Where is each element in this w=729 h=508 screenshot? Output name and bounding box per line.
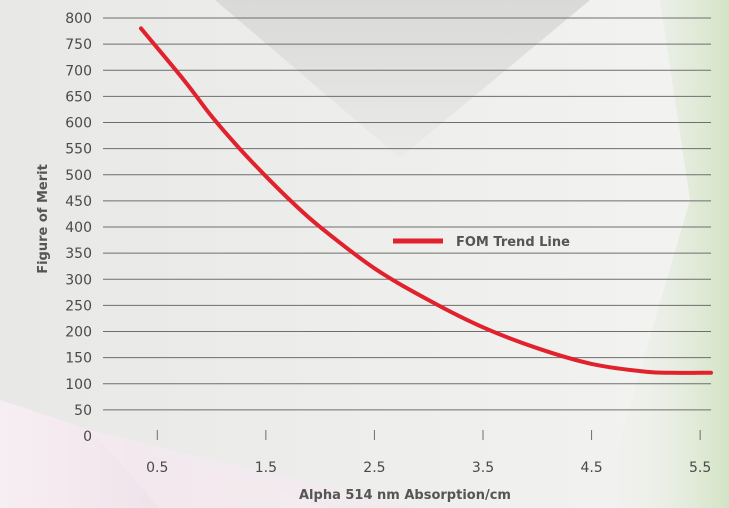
y-tick-label: 600 bbox=[65, 116, 92, 132]
x-tick-label: 3.5 bbox=[472, 460, 494, 476]
x-axis-label: Alpha 514 nm Absorption/cm bbox=[299, 488, 511, 503]
y-tick-label: 550 bbox=[65, 142, 92, 158]
x-tick-label: 0.5 bbox=[146, 460, 168, 476]
legend: FOM Trend Line bbox=[393, 235, 570, 250]
y-tick-label: 400 bbox=[65, 220, 92, 236]
y-tick-label: 100 bbox=[65, 377, 92, 393]
series-layer bbox=[139, 26, 713, 375]
grid-lines bbox=[103, 17, 711, 440]
y-tick-label: 750 bbox=[65, 37, 92, 53]
x-tick-label: 5.5 bbox=[689, 460, 711, 476]
y-tick-label: 650 bbox=[65, 89, 92, 105]
y-tick-label: 300 bbox=[65, 272, 92, 288]
y-tick-label: 500 bbox=[65, 168, 92, 184]
y-tick-label: 350 bbox=[65, 246, 92, 262]
y-tick-label: 800 bbox=[65, 11, 92, 27]
x-tick-label: 4.5 bbox=[580, 460, 602, 476]
y-tick-label: 700 bbox=[65, 63, 92, 79]
y-tick-label: 150 bbox=[65, 351, 92, 367]
y-tick-label: 250 bbox=[65, 298, 92, 314]
y-tick-label: 450 bbox=[65, 194, 92, 210]
y-tick-labels: 0 50 100 150 200 250 300 350 400 450 500 550 600 650 7… bbox=[65, 11, 92, 445]
x-tick-labels: 0.5 1.5 2.5 3.5 4.5 5.5 bbox=[146, 460, 711, 476]
y-tick-label: 0 bbox=[83, 429, 92, 445]
series-line-fom-trend bbox=[139, 26, 713, 375]
legend-label: FOM Trend Line bbox=[456, 235, 570, 250]
x-tick-label: 2.5 bbox=[363, 460, 385, 476]
y-axis-label: Figure of Merit bbox=[36, 164, 51, 274]
x-tick-label: 1.5 bbox=[255, 460, 277, 476]
y-tick-label: 200 bbox=[65, 325, 92, 341]
y-tick-label: 50 bbox=[74, 403, 92, 419]
